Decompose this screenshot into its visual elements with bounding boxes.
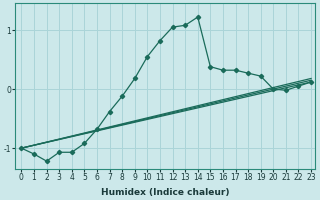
X-axis label: Humidex (Indice chaleur): Humidex (Indice chaleur) — [101, 188, 229, 197]
